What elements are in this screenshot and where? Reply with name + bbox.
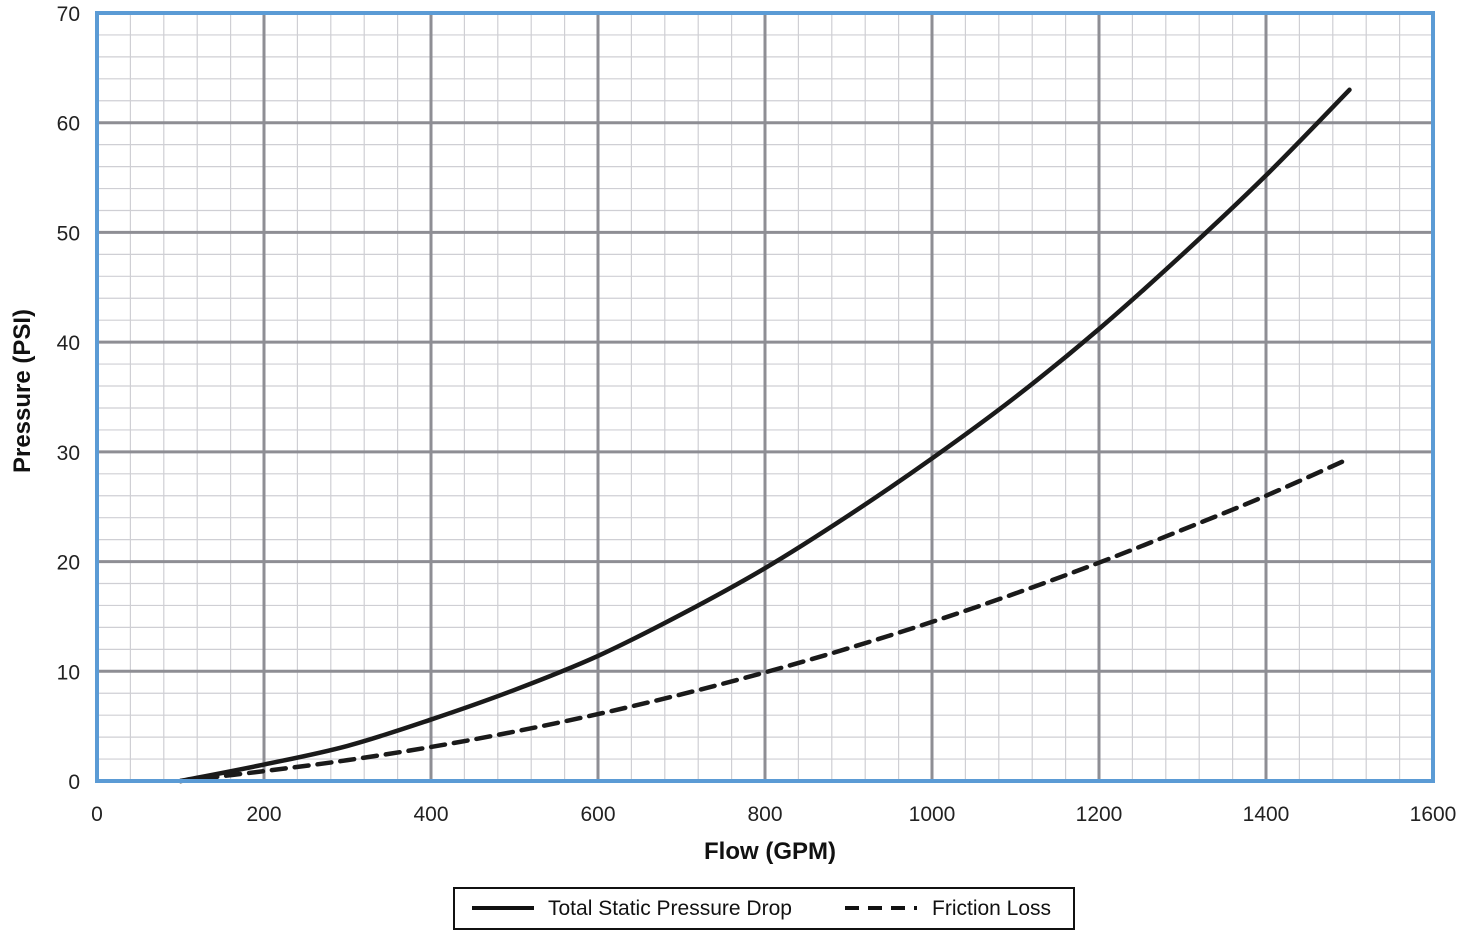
x-tick-label: 1600: [1410, 803, 1457, 826]
legend-label-friction-loss: Friction Loss: [932, 897, 1051, 920]
y-axis-title: Pressure (PSI): [9, 309, 36, 473]
series-line-friction-loss: [178, 456, 1352, 784]
plot-frame: [95, 11, 1435, 783]
series-layer: [178, 87, 1352, 784]
x-tick-label: 1400: [1243, 803, 1290, 826]
y-tick-label: 20: [57, 552, 80, 575]
x-tick-labels: 0 200 400 600 800 1000 1200 1400 1600: [91, 803, 1456, 826]
x-tick-label: 200: [246, 803, 281, 826]
x-tick-label: 1000: [909, 803, 956, 826]
x-tick-label: 800: [747, 803, 782, 826]
y-tick-label: 70: [57, 3, 80, 26]
y-tick-label: 40: [57, 332, 80, 355]
x-axis-title: Flow (GPM): [704, 838, 836, 865]
y-tick-label: 0: [68, 771, 80, 794]
y-tick-label: 50: [57, 222, 80, 245]
x-tick-label: 1200: [1076, 803, 1123, 826]
x-tick-label: 0: [91, 803, 103, 826]
legend-label-total-static-pressure-drop: Total Static Pressure Drop: [548, 897, 792, 920]
x-tick-label: 400: [413, 803, 448, 826]
legend-box: [453, 887, 1075, 930]
y-tick-label: 10: [57, 661, 80, 684]
y-tick-label: 30: [57, 442, 80, 465]
y-tick-labels: 0 10 20 30 40 50 60 70: [57, 3, 80, 794]
series-line-total-static-pressure-drop: [178, 87, 1352, 784]
y-tick-label: 60: [57, 113, 80, 136]
legend: Total Static Pressure Drop Friction Loss: [453, 887, 1075, 930]
x-tick-label: 600: [580, 803, 615, 826]
